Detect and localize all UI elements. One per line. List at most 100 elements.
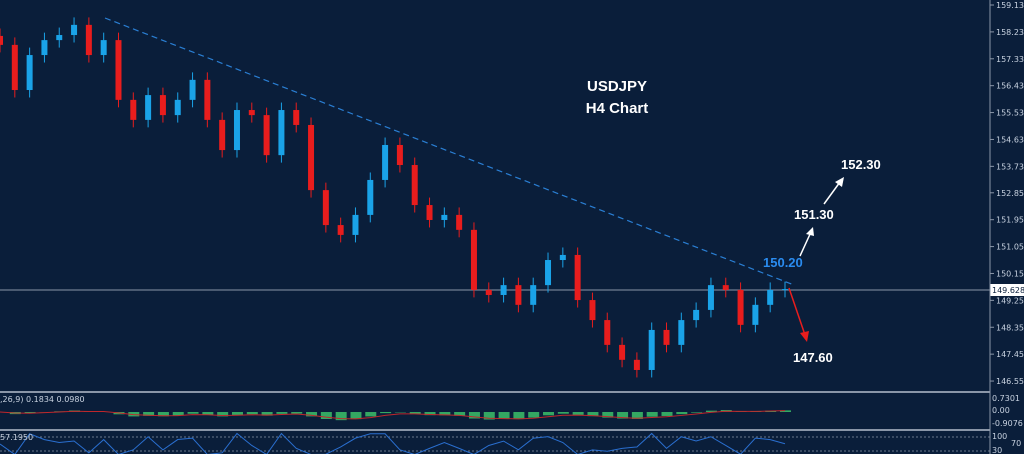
candle: [707, 285, 714, 310]
macd-bar: [202, 412, 214, 415]
candle: [248, 110, 255, 116]
macd-bar: [483, 412, 495, 420]
candle: [574, 254, 581, 301]
macd-bar: [661, 412, 673, 416]
level-147-60: 147.60: [793, 350, 833, 365]
candle: [41, 40, 48, 56]
candle: [767, 289, 774, 305]
macd-tick-max: 0.7301: [992, 394, 1020, 403]
candle: [145, 95, 152, 120]
macd-bar: [572, 412, 584, 415]
candle: [722, 285, 729, 290]
y-tick-label: 151.050: [996, 243, 1024, 252]
macd-bar: [631, 412, 643, 419]
rsi-line: [0, 432, 786, 454]
macd-label: ,26,9) 0.1834 0.0980: [0, 395, 85, 404]
macd-bar: [498, 412, 510, 419]
y-tick-label: 153.735: [996, 162, 1024, 171]
rsi-tick-70: 70: [1011, 439, 1021, 448]
macd-bar: [335, 412, 347, 421]
macd-tick-zero: 0.00: [992, 406, 1010, 415]
macd-bar: [528, 412, 540, 418]
y-tick-label: 148.350: [996, 323, 1024, 332]
y-tick-label: 149.250: [996, 296, 1024, 305]
candle: [604, 320, 611, 345]
macd-bar: [646, 412, 658, 417]
candle: [159, 95, 166, 116]
macd-bar: [157, 412, 169, 417]
rsi-label: 57.1950: [0, 433, 33, 442]
y-tick-label: 150.150: [996, 269, 1024, 278]
price-axis: 159.135 158.235 157.335 156.435 155.535 154.6…: [990, 1, 1024, 386]
macd-bar: [306, 412, 318, 417]
candle: [619, 344, 626, 360]
rsi-panel: [0, 432, 786, 454]
candle: [189, 79, 196, 100]
candle: [337, 225, 344, 235]
candle: [56, 35, 63, 41]
downtrend-line: [104, 17, 796, 286]
candle: [737, 289, 744, 325]
candle: [26, 55, 33, 91]
current-price-tag: [990, 284, 1024, 296]
candle: [782, 289, 788, 291]
macd-bar: [350, 412, 362, 420]
candle: [485, 289, 492, 295]
candles: [0, 17, 788, 378]
macd-bar: [187, 412, 199, 414]
y-tick-label: 151.950: [996, 216, 1024, 225]
macd-bar: [705, 410, 717, 412]
macd-bar: [217, 412, 229, 417]
candle: [352, 214, 359, 235]
candle: [426, 205, 433, 220]
candle: [293, 110, 300, 125]
macd-bar: [557, 412, 569, 414]
current-price-label: 149.628: [992, 286, 1024, 295]
macd-bar: [172, 412, 184, 416]
chart-subtitle: H4 Chart: [586, 100, 649, 117]
candle: [11, 44, 18, 91]
macd-bar: [231, 412, 243, 415]
arrow-down: [788, 287, 809, 342]
candle: [663, 329, 670, 345]
macd-bar: [320, 412, 332, 419]
candle: [545, 260, 552, 286]
candle: [115, 40, 122, 100]
candle: [559, 254, 566, 261]
macd-bar: [246, 412, 258, 415]
candle: [100, 40, 107, 56]
candle: [322, 190, 329, 226]
candle: [530, 285, 537, 305]
candle: [589, 300, 596, 321]
y-tick-label: 156.435: [996, 82, 1024, 91]
macd-bar: [424, 412, 436, 416]
candle: [85, 24, 92, 56]
candle: [515, 285, 522, 305]
macd-bar: [409, 412, 421, 414]
y-tick-label: 158.235: [996, 28, 1024, 37]
candle: [130, 99, 137, 120]
macd-bar: [276, 412, 288, 414]
macd-bar: [617, 412, 629, 419]
macd-bar: [291, 412, 303, 414]
candle: [204, 79, 211, 120]
candle: [693, 309, 700, 321]
candle: [219, 119, 226, 151]
y-tick-label: 147.450: [996, 350, 1024, 359]
macd-bar: [261, 412, 273, 416]
macd-bar: [602, 412, 614, 418]
macd-bar: [513, 412, 525, 420]
y-tick-label: 152.850: [996, 189, 1024, 198]
candle: [308, 124, 315, 191]
macd-bar: [676, 412, 688, 415]
y-tick-label: 159.135: [996, 1, 1024, 10]
candle: [367, 179, 374, 215]
macd-bar: [587, 412, 599, 417]
chart-title: USDJPY: [587, 78, 647, 95]
macd-bar: [439, 412, 451, 416]
macd-tick-min: -0.9076: [992, 419, 1023, 428]
candle: [396, 144, 403, 166]
level-152-30: 152.30: [841, 157, 881, 172]
